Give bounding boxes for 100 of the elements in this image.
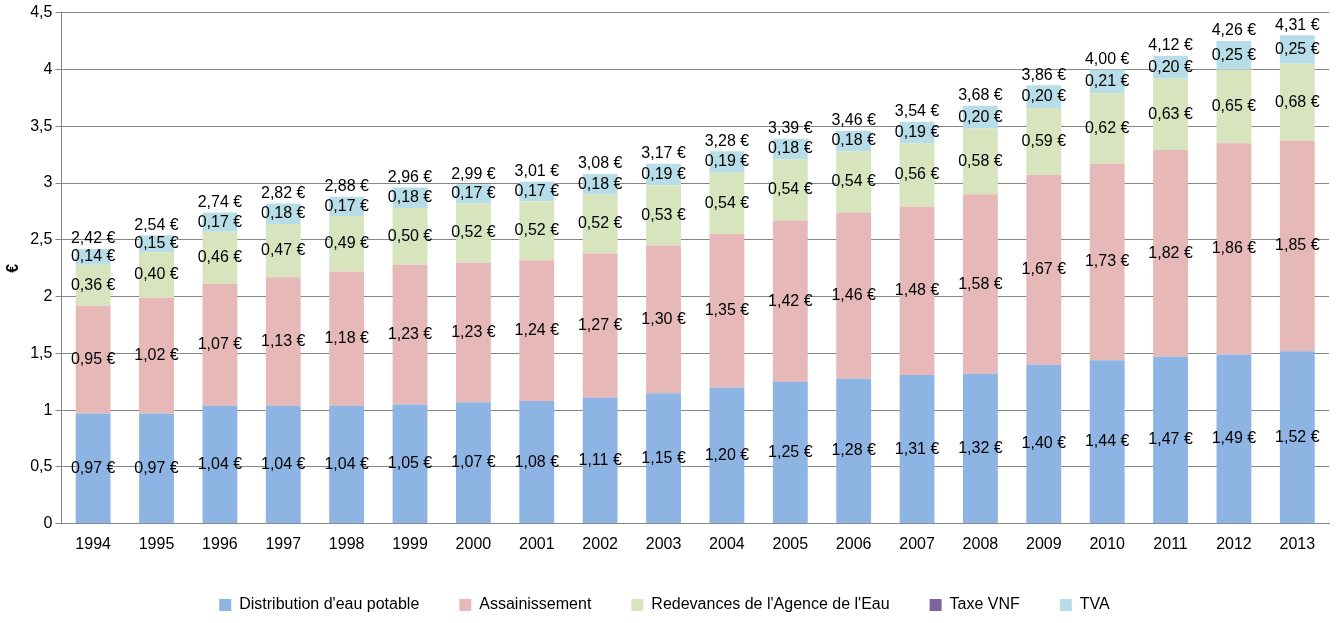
x-tick-label: 1998: [328, 534, 365, 552]
x-tick-label: 2008: [962, 534, 999, 552]
data-label: 0,97 €: [70, 458, 116, 476]
data-label: 0,21 €: [1084, 71, 1130, 89]
x-tick-label: 2012: [1216, 534, 1252, 552]
data-label: 1,07 €: [451, 453, 496, 471]
data-label: 0,20 €: [958, 107, 1003, 125]
total-label: 3,86 €: [1021, 65, 1067, 83]
data-label: 1,58 €: [958, 274, 1003, 292]
data-label: 1,27 €: [577, 315, 623, 333]
total-label: 3,39 €: [768, 119, 813, 137]
data-label: 0,15 €: [134, 234, 179, 252]
data-label: 1,02 €: [134, 346, 179, 364]
total-label: 3,68 €: [958, 86, 1003, 104]
legend-label: Redevances de l'Agence de l'Eau: [651, 595, 890, 613]
y-tick-label: 4,5: [30, 3, 53, 21]
data-label: 1,23 €: [451, 322, 496, 340]
data-label: 0,63 €: [1148, 104, 1193, 122]
data-label: 1,67 €: [1021, 260, 1067, 278]
data-label: 1,18 €: [324, 329, 369, 347]
data-label: 0,17 €: [324, 196, 369, 214]
data-label: 0,53 €: [641, 205, 686, 223]
data-label: 0,20 €: [1148, 57, 1193, 75]
y-tick-label: 1: [43, 400, 53, 418]
total-label: 2,42 €: [70, 229, 116, 247]
data-label: 0,52 €: [577, 214, 623, 232]
total-label: 4,00 €: [1084, 49, 1130, 67]
data-label: 0,56 €: [894, 165, 940, 183]
y-tick-label: 0: [43, 514, 53, 532]
data-label: 0,46 €: [197, 248, 243, 266]
data-label: 0,17 €: [451, 184, 496, 202]
x-tick-label: 2002: [582, 534, 619, 552]
data-label: 1,04 €: [197, 454, 243, 472]
data-label: 1,48 €: [894, 281, 940, 299]
legend-label: Taxe VNF: [949, 595, 1021, 613]
data-label: 0,18 €: [387, 188, 433, 206]
total-label: 2,96 €: [387, 167, 433, 185]
total-label: 3,01 €: [514, 162, 560, 180]
data-label: 1,82 €: [1148, 243, 1193, 261]
data-label: 1,15 €: [641, 448, 686, 466]
data-label: 1,23 €: [387, 325, 433, 343]
data-label: 0,52 €: [451, 223, 496, 241]
data-label: 0,20 €: [1021, 87, 1067, 105]
data-label: 0,18 €: [261, 204, 306, 222]
data-label: 1,11 €: [578, 450, 622, 468]
x-tick-label: 2005: [772, 534, 809, 552]
data-label: 0,19 €: [704, 152, 750, 170]
data-label: 1,40 €: [1021, 434, 1067, 452]
x-tick-label: 2000: [455, 534, 492, 552]
total-label: 3,08 €: [577, 154, 623, 172]
total-label: 2,74 €: [197, 192, 243, 210]
total-label: 3,46 €: [831, 111, 877, 129]
data-label: 1,04 €: [261, 454, 306, 472]
data-label: 1,07 €: [197, 335, 243, 353]
data-label: 0,52 €: [514, 221, 560, 239]
total-label: 4,31 €: [1275, 15, 1320, 33]
data-label: 0,58 €: [958, 151, 1003, 169]
data-label: 0,14 €: [70, 247, 116, 265]
data-label: 0,50 €: [387, 226, 433, 244]
x-tick-label: 2004: [709, 534, 745, 552]
data-label: 0,19 €: [641, 164, 686, 182]
x-tick-label: 2003: [645, 534, 682, 552]
data-label: 0,18 €: [768, 139, 813, 157]
data-label: 1,52 €: [1275, 427, 1320, 445]
data-label: 0,68 €: [1275, 92, 1320, 110]
data-label: 0,49 €: [324, 234, 369, 252]
data-label: 1,32 €: [958, 438, 1003, 456]
data-label: 1,86 €: [1211, 239, 1257, 257]
x-tick-label: 2009: [1026, 534, 1062, 552]
total-label: 3,54 €: [894, 102, 940, 120]
x-tick-label: 2001: [518, 534, 555, 552]
x-tick-label: 1997: [265, 534, 302, 552]
data-label: 0,25 €: [1275, 39, 1320, 57]
data-label: 1,08 €: [514, 452, 560, 470]
total-label: 2,99 €: [451, 164, 496, 182]
data-label: 0,54 €: [704, 193, 750, 211]
data-label: 0,54 €: [831, 172, 877, 190]
data-label: 1,04 €: [324, 454, 369, 472]
data-label: 1,85 €: [1275, 236, 1320, 254]
data-label: 0,95 €: [70, 350, 116, 368]
data-label: 1,20 €: [704, 445, 750, 463]
data-label: 1,30 €: [641, 309, 686, 327]
legend-label: Distribution d'eau potable: [239, 595, 420, 613]
y-tick-label: 3,5: [30, 116, 53, 134]
data-label: 1,13 €: [261, 331, 306, 349]
y-tick-label: 1,5: [30, 343, 53, 361]
legend-label: TVA: [1079, 595, 1111, 613]
data-label: 0,17 €: [197, 212, 243, 230]
data-label: 1,35 €: [704, 301, 750, 319]
x-tick-label: 1994: [75, 534, 112, 552]
data-label: 0,18 €: [577, 174, 623, 192]
data-label: 1,05 €: [387, 454, 433, 472]
x-tick-label: 2006: [835, 534, 872, 552]
data-label: 0,62 €: [1084, 118, 1130, 136]
data-label: 1,46 €: [831, 285, 877, 303]
data-label: 0,18 €: [831, 131, 877, 149]
x-tick-label: 2013: [1279, 534, 1316, 552]
data-label: 0,25 €: [1211, 45, 1257, 63]
data-label: 0,40 €: [134, 265, 179, 283]
data-label: 1,73 €: [1084, 252, 1130, 270]
